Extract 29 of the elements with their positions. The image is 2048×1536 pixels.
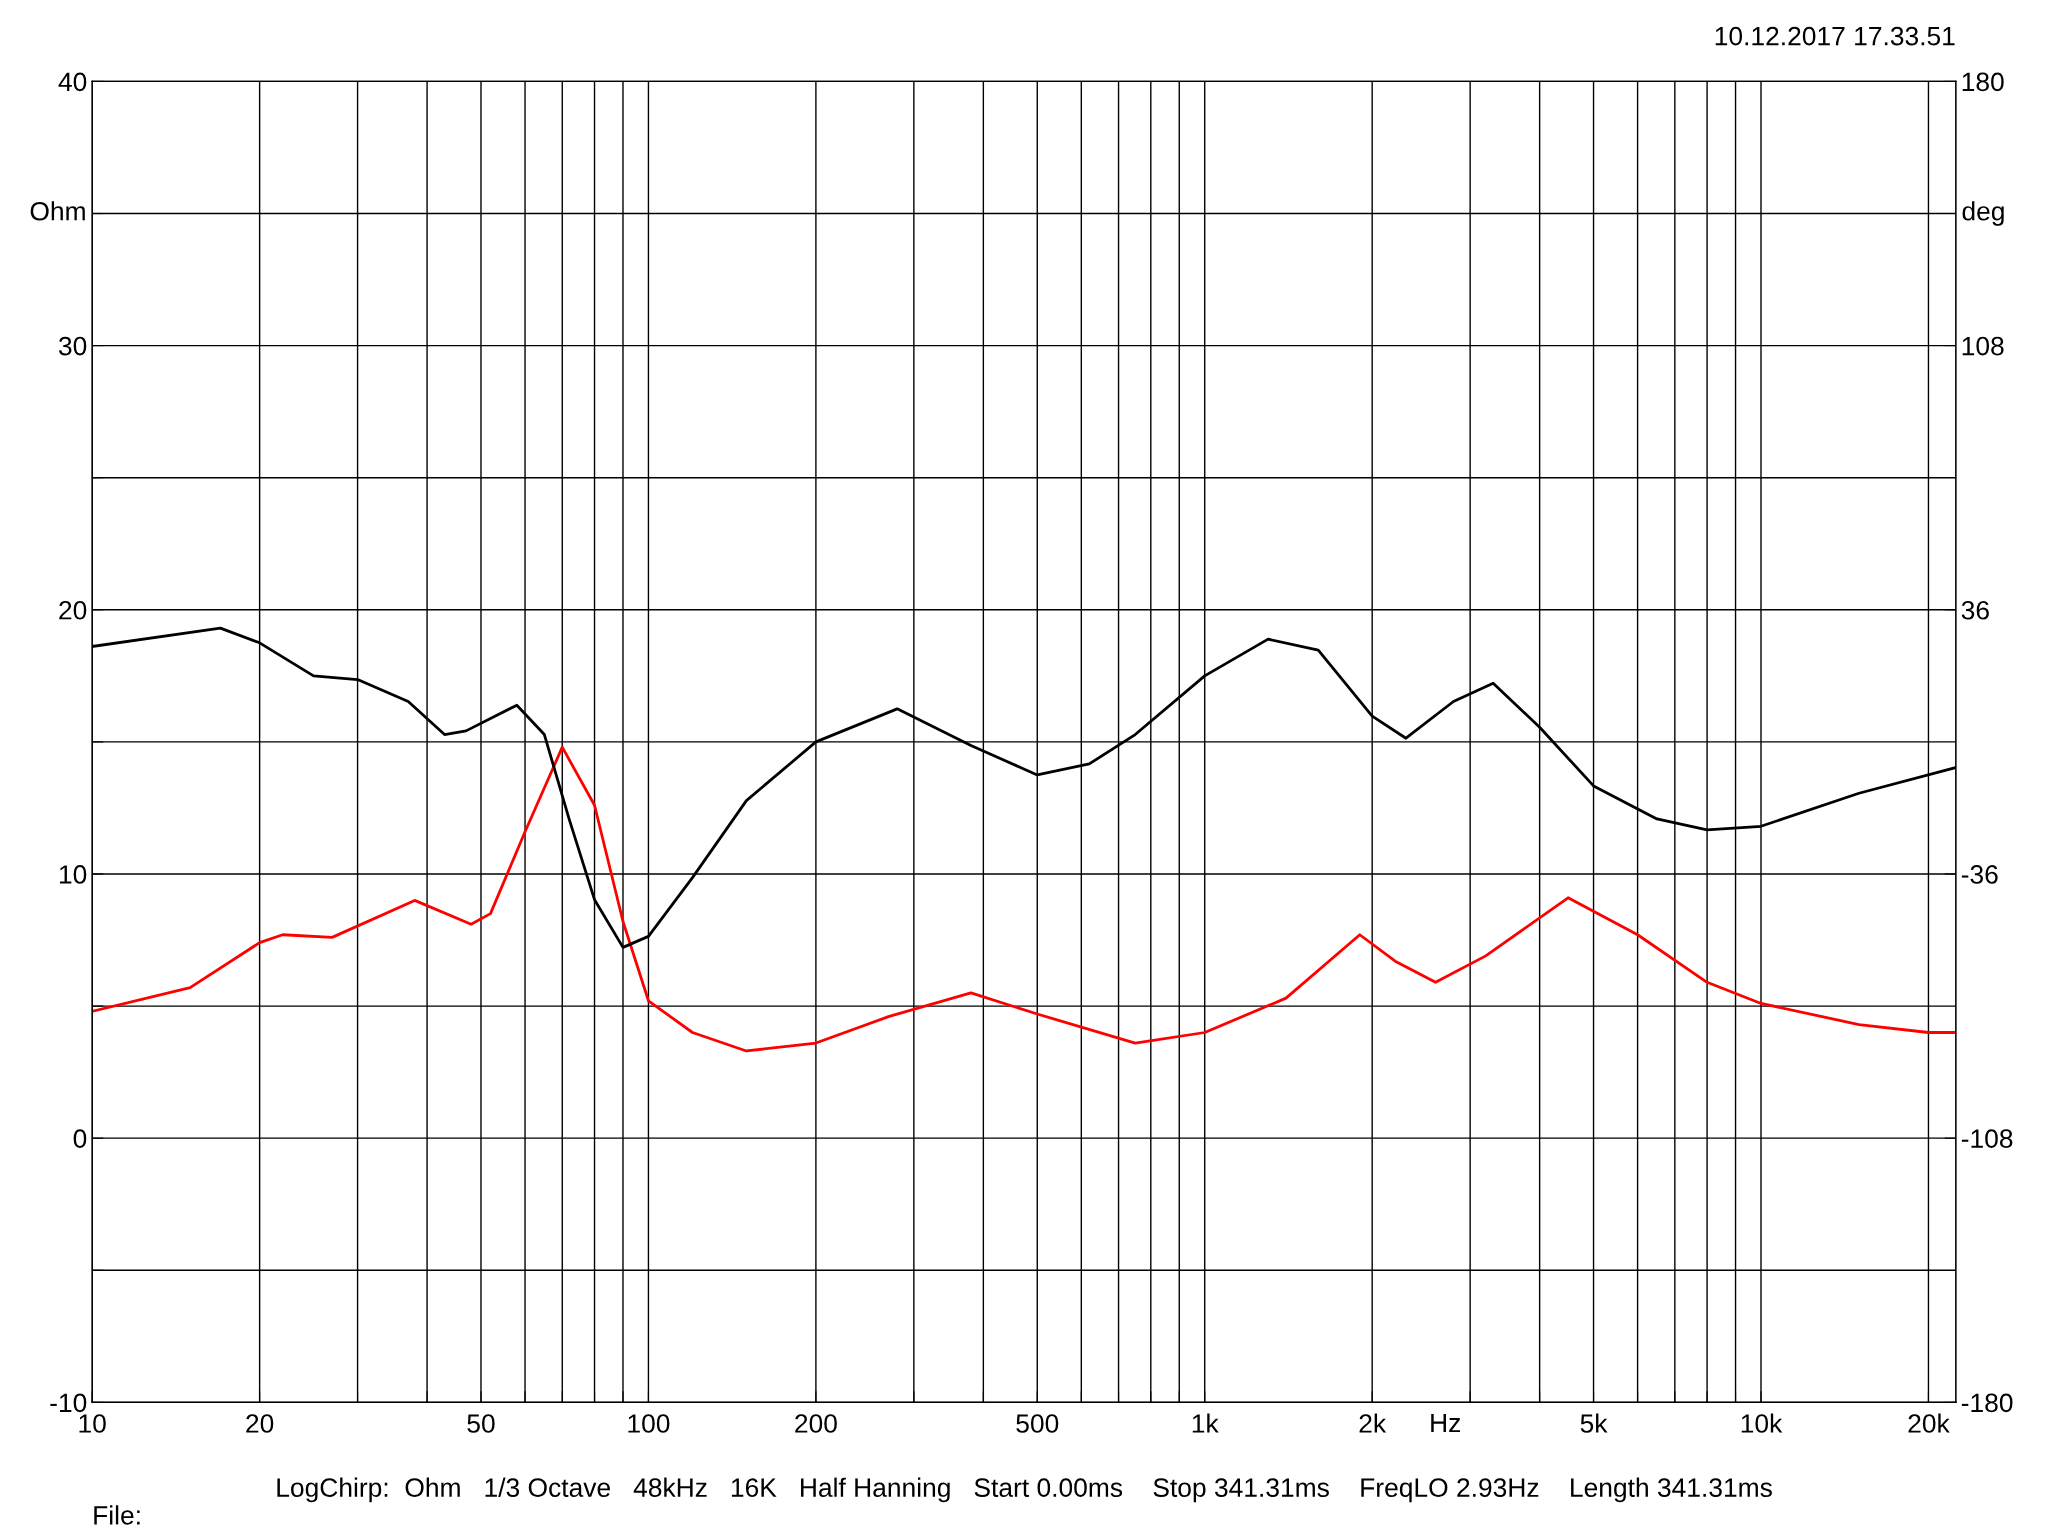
y-tick-label: 40: [58, 72, 87, 92]
x-tick-label: 10: [79, 1414, 106, 1433]
x-tick-label: 5k: [1580, 1413, 1608, 1433]
x-tick-label: 20k: [1908, 1413, 1950, 1433]
y-tick-label: 0: [73, 1129, 87, 1148]
y2-tick-label: 108: [1962, 336, 2004, 356]
y2-tick-label: -108: [1961, 1129, 2013, 1148]
y-axis-title: Ohm: [30, 201, 85, 221]
x-tick-label: 50: [467, 1414, 495, 1433]
y2-tick-label: 180: [1962, 72, 2004, 92]
x-axis-title: Hz: [1431, 1413, 1460, 1433]
y-tick-label: 20: [59, 600, 87, 620]
text: File:: [94, 1505, 140, 1525]
text: LogChirp: Ohm 1/3 Octave 48kHz 16K Half Hanning Start 0.00ms Stop 341.31ms FreqLO 2.93Hz Length 341.31ms: [277, 1477, 1772, 1503]
y2-axis-title: deg: [1962, 201, 2004, 226]
y2-tick-label: -180: [1961, 1393, 2013, 1413]
x-tick-label: 200: [795, 1414, 837, 1433]
x-tick-label: 100: [628, 1414, 670, 1433]
x-tick-label: 500: [1016, 1414, 1059, 1433]
y-tick-label: -10: [50, 1393, 87, 1413]
x-tick-label: 2k: [1359, 1413, 1387, 1433]
y-tick-label: 10: [59, 865, 87, 884]
x-tick-label: 10k: [1741, 1413, 1783, 1433]
y2-tick-label: 36: [1961, 600, 1989, 620]
x-tick-label: 20: [246, 1414, 274, 1433]
y2-tick-label: -36: [1961, 865, 1998, 884]
text: 10.12.2017 17.33.51: [1715, 26, 1955, 46]
x-tick-label: 1k: [1192, 1413, 1219, 1433]
y-tick-label: 30: [58, 336, 87, 356]
